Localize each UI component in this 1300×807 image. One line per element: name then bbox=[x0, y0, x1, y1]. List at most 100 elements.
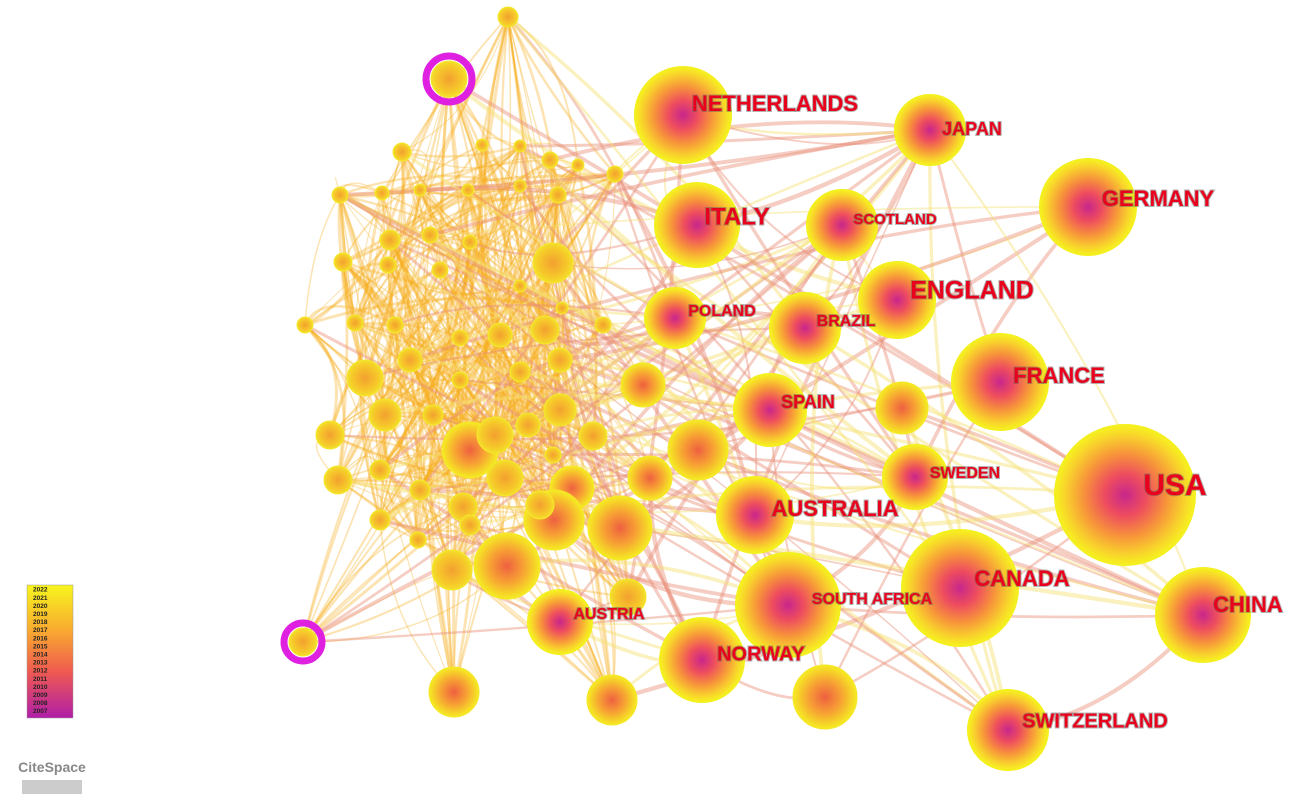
edge bbox=[515, 145, 546, 331]
node bbox=[379, 229, 401, 251]
edge bbox=[477, 144, 530, 426]
node bbox=[486, 459, 524, 497]
edge bbox=[469, 384, 644, 526]
edge bbox=[302, 164, 579, 643]
node bbox=[513, 279, 527, 293]
node bbox=[513, 139, 527, 153]
country-node bbox=[967, 689, 1049, 771]
edge bbox=[379, 337, 461, 521]
edge bbox=[429, 234, 521, 287]
node bbox=[606, 165, 624, 183]
edge bbox=[329, 285, 521, 436]
edge bbox=[339, 194, 629, 598]
edge bbox=[341, 261, 472, 526]
node bbox=[422, 404, 444, 426]
edge bbox=[544, 159, 559, 331]
node bbox=[541, 151, 559, 169]
edge bbox=[419, 173, 616, 200]
legend-year: 2013 bbox=[33, 660, 48, 667]
node bbox=[431, 549, 473, 591]
edge bbox=[381, 158, 551, 194]
edge bbox=[548, 159, 598, 437]
legend-year: 2011 bbox=[33, 676, 47, 683]
edge bbox=[381, 172, 616, 195]
edge bbox=[403, 189, 421, 361]
node bbox=[627, 455, 673, 501]
edge bbox=[354, 268, 441, 325]
edge bbox=[378, 324, 397, 471]
edge bbox=[463, 241, 472, 451]
edge bbox=[329, 145, 521, 436]
country-node bbox=[733, 373, 807, 447]
edge bbox=[387, 194, 559, 266]
country-label: SWEDEN bbox=[930, 465, 1000, 482]
logo-text: CiteSpace bbox=[18, 759, 86, 775]
node bbox=[620, 362, 666, 408]
logo: CiteSpace bbox=[18, 759, 86, 794]
edge bbox=[304, 324, 381, 521]
edge bbox=[421, 234, 455, 693]
node bbox=[555, 301, 569, 315]
edge bbox=[447, 78, 555, 456]
edge bbox=[552, 223, 844, 522]
node bbox=[532, 242, 574, 284]
country-label: CANADA bbox=[974, 566, 1069, 591]
edge bbox=[389, 239, 496, 436]
node bbox=[296, 316, 314, 334]
edge bbox=[461, 285, 522, 508]
edge bbox=[556, 194, 622, 529]
edge bbox=[409, 205, 1089, 362]
edge bbox=[481, 144, 546, 331]
edge bbox=[504, 408, 771, 480]
legend-year: 2014 bbox=[33, 652, 48, 659]
edge bbox=[419, 172, 616, 202]
country-label: FRANCE bbox=[1013, 363, 1105, 388]
country-node bbox=[644, 287, 706, 349]
node bbox=[549, 186, 567, 204]
edge bbox=[548, 159, 614, 701]
edge bbox=[467, 189, 563, 309]
edge bbox=[379, 480, 573, 522]
edge bbox=[304, 324, 554, 456]
edge bbox=[387, 264, 651, 479]
edge bbox=[467, 173, 616, 191]
edge bbox=[364, 151, 403, 379]
edge bbox=[354, 321, 561, 412]
edge bbox=[447, 379, 461, 693]
country-label: SPAIN bbox=[781, 392, 835, 412]
edge bbox=[518, 285, 546, 506]
edge bbox=[379, 173, 616, 471]
edge bbox=[538, 194, 560, 506]
country-node bbox=[882, 444, 948, 510]
country-node bbox=[659, 617, 745, 703]
edge bbox=[304, 324, 346, 481]
edge bbox=[387, 264, 521, 295]
edge bbox=[338, 194, 465, 508]
edge bbox=[804, 326, 1205, 617]
edge bbox=[342, 145, 521, 264]
edge bbox=[304, 145, 521, 326]
node bbox=[431, 261, 449, 279]
edge bbox=[354, 192, 383, 324]
edge bbox=[419, 379, 461, 491]
node bbox=[594, 316, 612, 334]
edge bbox=[389, 238, 1009, 732]
edge bbox=[469, 359, 561, 526]
edge bbox=[342, 144, 483, 263]
edge bbox=[384, 78, 450, 416]
edge bbox=[466, 189, 499, 436]
edge bbox=[419, 164, 579, 191]
country-node bbox=[634, 66, 732, 164]
edge bbox=[429, 128, 931, 237]
node bbox=[544, 446, 562, 464]
node bbox=[530, 315, 560, 345]
edge bbox=[419, 189, 561, 411]
edge bbox=[416, 234, 434, 416]
node bbox=[451, 371, 469, 389]
edge bbox=[350, 262, 389, 324]
edge bbox=[465, 189, 497, 436]
legend-year: 2007 bbox=[33, 708, 48, 715]
edge bbox=[354, 159, 551, 324]
edge bbox=[507, 16, 546, 331]
edge bbox=[336, 324, 397, 481]
